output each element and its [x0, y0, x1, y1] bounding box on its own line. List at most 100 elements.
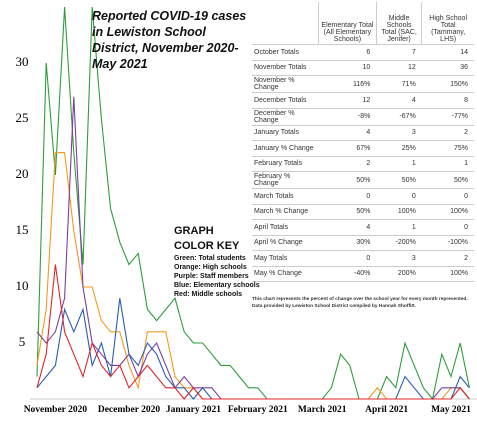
header-cell: High School Total (Tammany, LHS) — [421, 2, 474, 45]
table-cell: 12 — [376, 60, 422, 76]
table-cell: 116% — [318, 75, 377, 93]
table-row: November Totals 10 12 36 — [252, 60, 474, 76]
header-cell: Elementary Total (All Elementary Schools… — [318, 2, 377, 45]
table-row: November % Change 116% 71% 150% — [252, 75, 474, 93]
table-cell: 1 — [376, 219, 422, 236]
table-cell: 2 — [421, 125, 474, 141]
y-tick-label: 30 — [16, 54, 29, 69]
table-cell: 50% — [376, 171, 422, 189]
table-cell: 75% — [421, 140, 474, 157]
color-key: GRAPH COLOR KEY Green: Total students Ora… — [174, 224, 264, 299]
table-cell: 4 — [318, 219, 377, 236]
table-cell: 3 — [376, 125, 422, 141]
table-cell: February % Change — [252, 171, 319, 189]
table-cell: 4 — [376, 92, 422, 109]
x-tick-label: December 2020 — [98, 405, 161, 415]
legend-entry: Green: Total students — [174, 255, 246, 262]
color-key-title: GRAPH COLOR KEY — [174, 225, 240, 252]
legend-entry: Purple: Staff members — [174, 273, 249, 280]
table-row: February Totals 2 1 1 — [252, 156, 474, 172]
chart-title: Reported COVID-19 cases in Lewiston Scho… — [92, 9, 247, 71]
table-cell: January Totals — [252, 125, 319, 141]
table-cell: 0 — [421, 219, 474, 236]
table-row: May % Change -40% 200% 100% — [252, 266, 474, 282]
table-cell: 2 — [421, 250, 474, 267]
x-tick-label: January 2021 — [166, 405, 221, 415]
table-row: February % Change 50% 50% 50% — [252, 171, 474, 189]
table-cell: 100% — [421, 204, 474, 220]
table-cell: 0 — [318, 188, 377, 205]
table-cell: -100% — [421, 235, 474, 251]
table-row: January Totals 4 3 2 — [252, 125, 474, 141]
table-cell: 14 — [421, 44, 474, 61]
table-cell: May Totals — [252, 250, 319, 267]
table-cell: 50% — [421, 171, 474, 189]
table-row: March Totals 0 0 0 — [252, 188, 474, 205]
legend-entry: Blue: Elementary schools — [174, 282, 260, 289]
table-cell: 50% — [318, 204, 377, 220]
table-cell: -200% — [376, 235, 422, 251]
table-cell: November % Change — [252, 75, 319, 93]
table-cell: 67% — [318, 140, 377, 157]
x-tick-label: February 2021 — [228, 405, 288, 415]
table-row: December Totals 12 4 8 — [252, 92, 474, 109]
table-row: December % Change -8% -67% -77% — [252, 108, 474, 126]
table-cell: 200% — [376, 266, 422, 282]
table-cell: December Totals — [252, 92, 319, 109]
legend-entry: Red: Middle schools — [174, 291, 243, 298]
table-cell: 36 — [421, 60, 474, 76]
series-line — [36, 264, 470, 400]
table-cell: -77% — [421, 108, 474, 126]
series-line — [36, 298, 470, 400]
table-cell: March Totals — [252, 188, 319, 205]
table-note: This chart represents the percent of cha… — [252, 297, 468, 309]
table-cell: March % Change — [252, 204, 319, 220]
table-cell: 0 — [421, 188, 474, 205]
table-row: April Totals 4 1 0 — [252, 219, 474, 236]
table-cell: 12 — [318, 92, 377, 109]
table-row: January % Change 67% 25% 75% — [252, 140, 474, 157]
table-row: October Totals 6 7 14 — [252, 44, 474, 61]
table-cell: 4 — [318, 125, 377, 141]
header-cell — [252, 2, 319, 45]
table-row: May Totals 0 3 2 — [252, 250, 474, 267]
table-cell: 7 — [376, 44, 422, 61]
table-cell: 8 — [421, 92, 474, 109]
table-row: April % Change 30% -200% -100% — [252, 235, 474, 251]
table-cell: December % Change — [252, 108, 319, 126]
table-cell: May % Change — [252, 266, 319, 282]
legend-entry: Orange: High schools — [174, 264, 247, 271]
table-cell: -67% — [376, 108, 422, 126]
table-cell: February Totals — [252, 156, 319, 172]
y-tick-label: 15 — [16, 222, 29, 237]
header-cell: Middle Schools Total (SAC, Jenifer) — [375, 2, 422, 45]
table-cell: November Totals — [252, 60, 319, 76]
y-tick-label: 5 — [19, 334, 26, 349]
table-cell: 0 — [376, 188, 422, 205]
series-line — [36, 6, 470, 401]
table-cell: 30% — [318, 235, 377, 251]
table-cell: 3 — [376, 250, 422, 267]
table-row: March % Change 50% 100% 100% — [252, 204, 474, 220]
table-cell: 150% — [421, 75, 474, 93]
table-cell: 25% — [376, 140, 422, 157]
table-cell: 1 — [421, 156, 474, 172]
table-header-row: Elementary Total (All Elementary Schools… — [252, 2, 474, 45]
x-tick-label: November 2020 — [24, 405, 88, 415]
table-cell: 1 — [376, 156, 422, 172]
table-cell: 100% — [421, 266, 474, 282]
table-cell: 50% — [318, 171, 377, 189]
table-cell: January % Change — [252, 140, 319, 157]
x-tick-label: April 2021 — [365, 405, 408, 415]
x-tick-label: May 2021 — [431, 405, 471, 415]
table-cell: 10 — [318, 60, 377, 76]
table-cell: 71% — [376, 75, 422, 93]
data-table: Elementary Total (All Elementary Schools… — [252, 2, 474, 282]
table-cell: 6 — [318, 44, 377, 61]
table-cell: April % Change — [252, 235, 319, 251]
table-cell: -8% — [318, 108, 377, 126]
table-cell: April Totals — [252, 219, 319, 236]
table-cell: -40% — [318, 266, 377, 282]
